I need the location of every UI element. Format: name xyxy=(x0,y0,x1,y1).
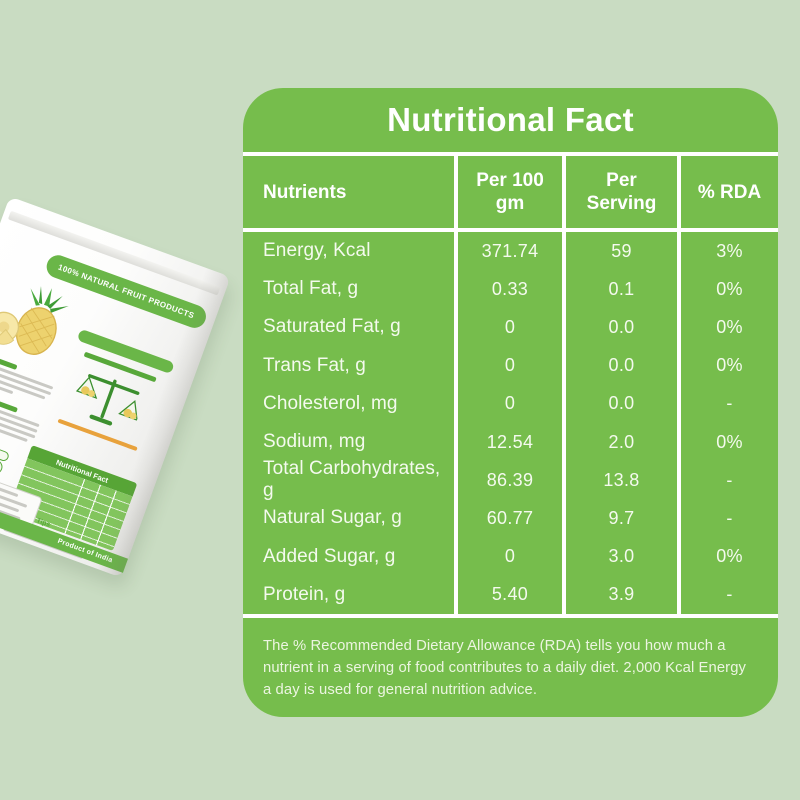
header-nutrients: Nutrients xyxy=(243,156,458,232)
nutrient-name: Total Carbohydrates, g xyxy=(243,458,458,501)
rda-value: 0% xyxy=(716,546,743,567)
product-pouch: 100% NATURAL FRUIT PRODUCTS xyxy=(0,196,231,578)
nutrition-fact-card: Nutritional Fact Nutrients Per 100 gm Pe… xyxy=(243,88,778,717)
header-rda: % RDA xyxy=(681,156,778,232)
header-per-serving: Per Serving xyxy=(566,156,681,232)
card-title: Nutritional Fact xyxy=(243,88,778,156)
header-per-100gm: Per 100 gm xyxy=(458,156,566,232)
nutrient-name: Protein, g xyxy=(243,575,458,614)
rda-value: - xyxy=(726,507,733,528)
nutrient-name: Saturated Fat, g xyxy=(243,308,458,347)
rda-value: 0% xyxy=(716,278,743,299)
rda-value: 0% xyxy=(716,355,743,376)
rda-value: 3% xyxy=(716,240,743,261)
per-100gm-value: 371.74 xyxy=(458,232,566,271)
nutrition-table: Nutrients Per 100 gm Per Serving % RDA E… xyxy=(243,156,778,618)
pineapple-icon xyxy=(0,286,69,355)
nutrient-name: Added Sugar, g xyxy=(243,537,458,576)
rda-value: 0% xyxy=(716,431,743,452)
per-serving-value: 0.0 xyxy=(566,308,681,347)
per-100gm-value: 5.40 xyxy=(458,575,566,614)
per-serving-value: 2.0 xyxy=(566,422,681,462)
per-serving-value: 9.7 xyxy=(566,499,681,538)
per-100gm-value: 0 xyxy=(458,346,566,385)
per-serving-value: 59 xyxy=(566,232,681,271)
per-100gm-value: 12.54 xyxy=(458,422,566,462)
nutrient-name: Natural Sugar, g xyxy=(243,499,458,538)
nutrient-name: Total Fat, g xyxy=(243,270,458,309)
per-serving-value: 13.8 xyxy=(566,461,681,500)
per-100gm-value: 0 xyxy=(458,537,566,576)
rda-value: - xyxy=(726,393,733,414)
per-100gm-value: 0 xyxy=(458,308,566,347)
balance-scale-icon xyxy=(75,374,140,426)
per-100gm-value: 0 xyxy=(458,384,566,423)
per-serving-value: 0.1 xyxy=(566,270,681,309)
per-100gm-value: 60.77 xyxy=(458,499,566,538)
nutrient-name: Trans Fat, g xyxy=(243,346,458,385)
rda-value: 0% xyxy=(716,316,743,337)
rda-value: - xyxy=(726,469,733,490)
rda-footnote: The % Recommended Dietary Allowance (RDA… xyxy=(263,637,747,698)
per-100gm-value: 86.39 xyxy=(458,461,566,500)
per-serving-value: 0.0 xyxy=(566,384,681,423)
per-serving-value: 0.0 xyxy=(566,346,681,385)
rda-value: - xyxy=(726,584,733,605)
nutrient-name: Cholesterol, mg xyxy=(243,384,458,423)
per-100gm-value: 0.33 xyxy=(458,270,566,309)
nutrient-name: Energy, Kcal xyxy=(243,232,458,271)
nutrient-name: Sodium, mg xyxy=(243,422,458,462)
per-serving-value: 3.0 xyxy=(566,537,681,576)
per-serving-value: 3.9 xyxy=(566,575,681,614)
